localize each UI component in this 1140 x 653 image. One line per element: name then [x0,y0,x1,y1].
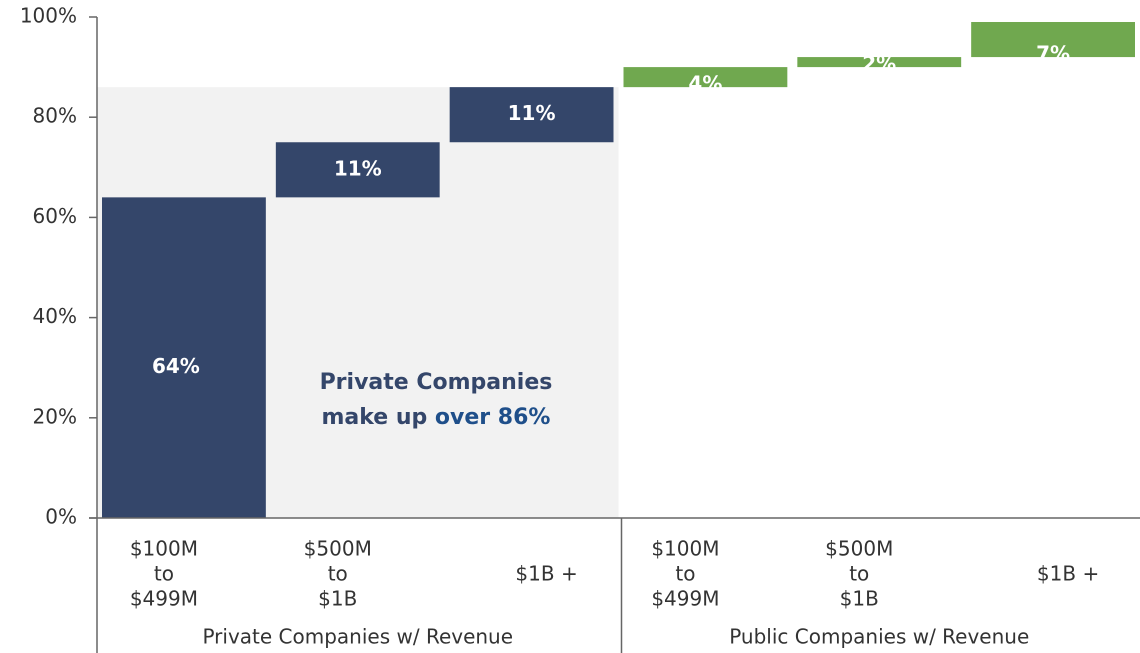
x-tick-label: to [675,562,695,586]
x-tick-label: $100M [130,537,198,561]
x-tick-label: $1B [840,587,879,611]
y-tick-label: 60% [33,204,77,228]
data-label: 11% [334,156,382,180]
data-label: 2% [862,52,896,76]
x-tick-label: $100M [651,537,719,561]
y-tick-label: 80% [33,104,77,128]
y-tick-label: 0% [45,505,77,529]
x-tick-label: $499M [130,587,198,611]
x-tick-label: $1B + [1037,562,1099,586]
x-tick-label: $1B [318,587,357,611]
data-label: 4% [688,72,722,96]
bar [449,87,614,143]
data-label: 11% [508,101,556,125]
bar [971,22,1135,58]
x-tick-label: $500M [304,537,372,561]
annotation-text: make up [321,405,434,430]
x-tick-label: to [328,562,348,586]
annotation: Private Companies [320,370,553,395]
data-label: 7% [1036,42,1070,66]
x-tick-label: $1B + [515,562,577,586]
x-tick-label: $499M [651,587,719,611]
group-label: Private Companies w/ Revenue [202,625,513,649]
data-label: 64% [152,354,200,378]
bar [102,197,266,519]
bar [275,142,440,198]
y-tick-label: 20% [33,404,77,428]
annotation-highlight: over 86% [435,405,551,430]
group-label: Public Companies w/ Revenue [729,625,1029,649]
x-tick-label: to [154,562,174,586]
bar [797,57,962,68]
bar [623,67,788,88]
x-tick-label: to [849,562,869,586]
y-tick-label: 100% [20,4,77,28]
annotation: make up over 86% [321,405,550,430]
y-tick-label: 40% [33,304,77,328]
x-tick-label: $500M [825,537,893,561]
